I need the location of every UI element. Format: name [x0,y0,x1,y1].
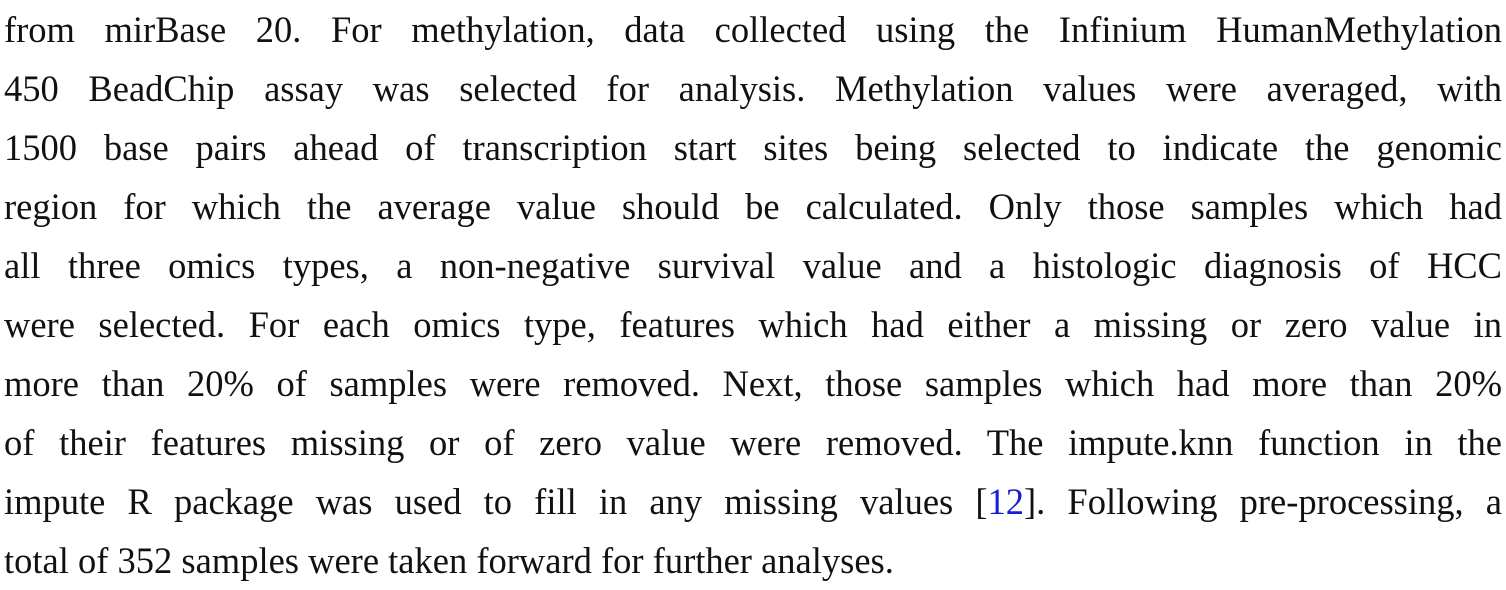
text-line-4: region for which the average value shoul… [4,186,1502,227]
text-line-9-start: impute R package was used to fill in any… [4,481,988,522]
text-line-1: from mirBase 20. For methylation, data c… [4,9,1502,50]
text-line-9: impute R package was used to fill in any… [4,472,1502,531]
text-line-8: of their features missing or of zero val… [4,422,1502,463]
paper-text-block: from mirBase 20. For methylation, data c… [4,0,1502,584]
text-line-10: total of 352 samples were taken forward … [4,540,894,581]
text-line-5: all three omics types, a non-negative su… [4,245,1502,286]
text-line-9-end: ]. Following pre-processing, a [1024,481,1502,522]
text-line-3: 1500 base pairs ahead of transcription s… [4,127,1502,168]
text-line-7: more than 20% of samples were removed. N… [4,363,1502,404]
text-line-6: were selected. For each omics type, feat… [4,304,1502,345]
text-line-2: 450 BeadChip assay was selected for anal… [4,68,1502,109]
citation-link[interactable]: 12 [987,481,1025,522]
